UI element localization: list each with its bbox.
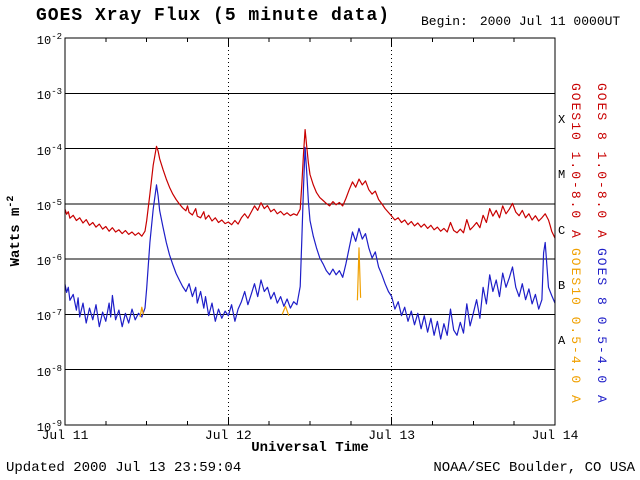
legend-label-goes-8-0-5-4-0-a: GOES 8 0.5-4.0 A <box>594 248 609 405</box>
updated-timestamp: Updated 2000 Jul 13 23:59:04 <box>6 460 242 476</box>
x-tick-label: Jul 12 <box>204 428 252 443</box>
series-xray-long-1-8A <box>64 129 556 239</box>
flare-class-label-m: M <box>558 168 566 183</box>
y-tick-label: 10-8 <box>36 363 62 380</box>
series-goes10-short-05-4A <box>356 247 362 301</box>
y-tick-label: 10-3 <box>36 87 62 104</box>
legend-label-goes-8-1-0-8-0-a: GOES 8 1.0-8.0 A <box>594 83 609 240</box>
x-tick-label: Jul 14 <box>531 428 579 443</box>
begin-label: Begin: <box>421 14 468 29</box>
legend-label-goes10-0-5-4-0-a: GOES10 0.5-4.0 A <box>568 248 583 405</box>
series-goes10-short-05-4A <box>281 305 290 316</box>
y-tick-label: 10-5 <box>36 197 62 214</box>
x-axis-label: Universal Time <box>251 440 369 456</box>
legend-label-goes10-1-0-8-0-a: GOES10 1.0-8.0 A <box>568 83 583 240</box>
y-tick-label: 10-7 <box>36 308 62 325</box>
x-tick-label: Jul 13 <box>368 428 416 443</box>
series-goes10-short-05-4A <box>139 306 144 318</box>
begin-value: 2000 Jul 11 0000UT <box>479 14 621 29</box>
flare-class-label-a: A <box>558 334 566 349</box>
flare-class-label-c: C <box>558 223 566 238</box>
x-tick-label: Jul 11 <box>41 428 89 443</box>
series-goes8-short-05-4A <box>64 146 556 340</box>
begin-time: Begin: 2000 Jul 11 0000UT <box>421 14 620 29</box>
flare-class-label-x: X <box>558 112 566 127</box>
y-tick-label: 10-6 <box>36 253 62 270</box>
y-tick-label: 10-9 <box>36 419 62 435</box>
chart-title: GOES Xray Flux (5 minute data) <box>36 6 391 26</box>
flare-class-label-b: B <box>558 278 566 293</box>
credit-text: NOAA/SEC Boulder, CO USA <box>433 460 635 476</box>
y-tick-label: 10-4 <box>36 142 62 159</box>
plot-frame <box>64 37 556 426</box>
y-tick-label: 10-2 <box>36 32 62 48</box>
